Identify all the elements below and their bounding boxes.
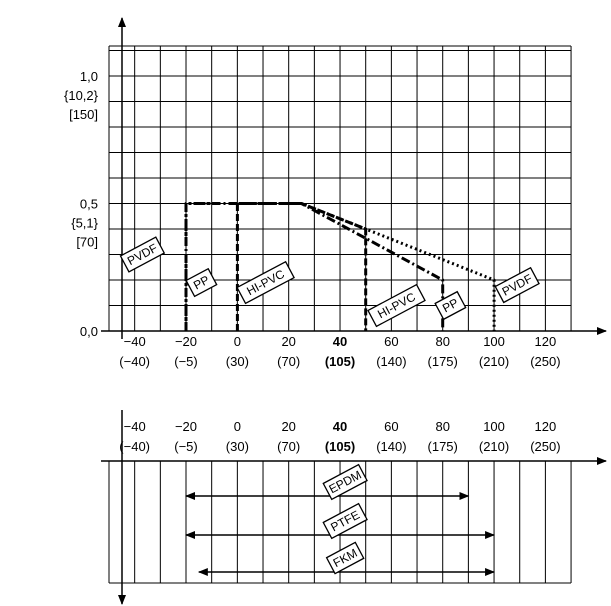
bottom-x-tick-label-f: (175) xyxy=(428,439,458,454)
y-tick-label: {5,1} xyxy=(71,216,98,231)
series-line-hi-pvc xyxy=(235,202,368,331)
x-tick-label-f: (175) xyxy=(428,354,458,369)
bottom-x-tick-label-f: (210) xyxy=(479,439,509,454)
series-label-box xyxy=(185,267,218,298)
bottom-x-tick-label-f: (250) xyxy=(530,439,560,454)
x-tick-label: −40 xyxy=(124,334,146,349)
bottom-x-tick-label: 40 xyxy=(333,419,347,434)
bottom-x-tick-label-f: (140) xyxy=(376,439,406,454)
series-label-text: PP xyxy=(440,296,461,316)
bottom-x-tick-label: 0 xyxy=(234,419,241,434)
bottom-x-tick-label-f: (30) xyxy=(226,439,249,454)
bottom-x-tick-label: 60 xyxy=(384,419,398,434)
x-tick-label-f: (140) xyxy=(376,354,406,369)
range-label: FKM xyxy=(325,541,365,575)
x-tick-label-f: (210) xyxy=(479,354,509,369)
series-label-box xyxy=(367,283,426,328)
range-label-box xyxy=(325,541,365,575)
y-tick-label: [150] xyxy=(69,107,98,122)
series-label: PVDF xyxy=(119,236,166,273)
range-label-box xyxy=(322,463,368,501)
series-label-box xyxy=(119,236,166,273)
y-tick-label: 0,0 xyxy=(80,324,98,339)
x-tick-label-f: (30) xyxy=(226,354,249,369)
top-chart-y-ticks: 1,0 {10,2} [150] 0,5 {5,1} [70] 0,0 xyxy=(64,69,99,339)
x-tick-label-f: (250) xyxy=(530,354,560,369)
x-tick-label-f: (105) xyxy=(325,354,355,369)
bottom-x-tick-label: 80 xyxy=(435,419,449,434)
y-tick-label: 0,5 xyxy=(80,197,98,212)
bottom-chart-grid xyxy=(108,461,572,584)
bottom-chart-x-ticks: −40 (−40) −20 (−5) 0 (30) 20 (70) 40 (105) 60 (140)… xyxy=(119,419,560,454)
bottom-x-tick-label-f: (−5) xyxy=(174,439,197,454)
bottom-x-tick-label-f: (105) xyxy=(325,439,355,454)
x-tick-label: 120 xyxy=(535,334,557,349)
top-chart-x-ticks: −40 (−40) −20 (−5) 0 (30) 20 (70) 40 (105) 60 (140)… xyxy=(119,334,560,369)
bottom-x-tick-label: −40 xyxy=(124,419,146,434)
series-label: PP xyxy=(434,290,467,321)
x-tick-label-f: (70) xyxy=(277,354,300,369)
series-label: HI-PVC xyxy=(236,260,295,305)
x-tick-label-f: (−40) xyxy=(119,354,150,369)
series-label: PVDF xyxy=(494,266,540,304)
x-tick-label: −20 xyxy=(175,334,197,349)
range-label-box xyxy=(322,502,368,540)
bottom-x-tick-label: 100 xyxy=(483,419,505,434)
series-label-text: PP xyxy=(191,273,212,293)
x-tick-label-f: (−5) xyxy=(174,354,197,369)
top-chart-series-labels: PVDF PP HI-PVC HI-PVC PP PVDF xyxy=(119,236,540,328)
series-label-box xyxy=(494,266,540,304)
x-tick-label: 20 xyxy=(281,334,295,349)
x-tick-label: 40 xyxy=(333,334,347,349)
bottom-x-tick-label: −20 xyxy=(175,419,197,434)
series-label-box xyxy=(236,260,295,305)
bottom-x-tick-label: 120 xyxy=(535,419,557,434)
bottom-x-tick-label: 20 xyxy=(281,419,295,434)
y-tick-label: 1,0 xyxy=(80,69,98,84)
top-chart-series xyxy=(184,202,496,331)
bottom-x-tick-label-f: (70) xyxy=(277,439,300,454)
series-label-box xyxy=(434,290,467,321)
x-tick-label: 0 xyxy=(234,334,241,349)
range-label: PTFE xyxy=(322,502,368,540)
range-label: EPDM xyxy=(322,463,368,501)
y-tick-label: [70] xyxy=(76,235,98,250)
y-tick-label: {10,2} xyxy=(64,88,99,103)
x-tick-label: 60 xyxy=(384,334,398,349)
series-label: HI-PVC xyxy=(367,283,426,328)
x-tick-label: 100 xyxy=(483,334,505,349)
series-label: PP xyxy=(185,267,218,298)
x-tick-label: 80 xyxy=(435,334,449,349)
bottom-chart-axes xyxy=(101,410,607,605)
bottom-x-tick-label-f: (−40) xyxy=(119,439,150,454)
